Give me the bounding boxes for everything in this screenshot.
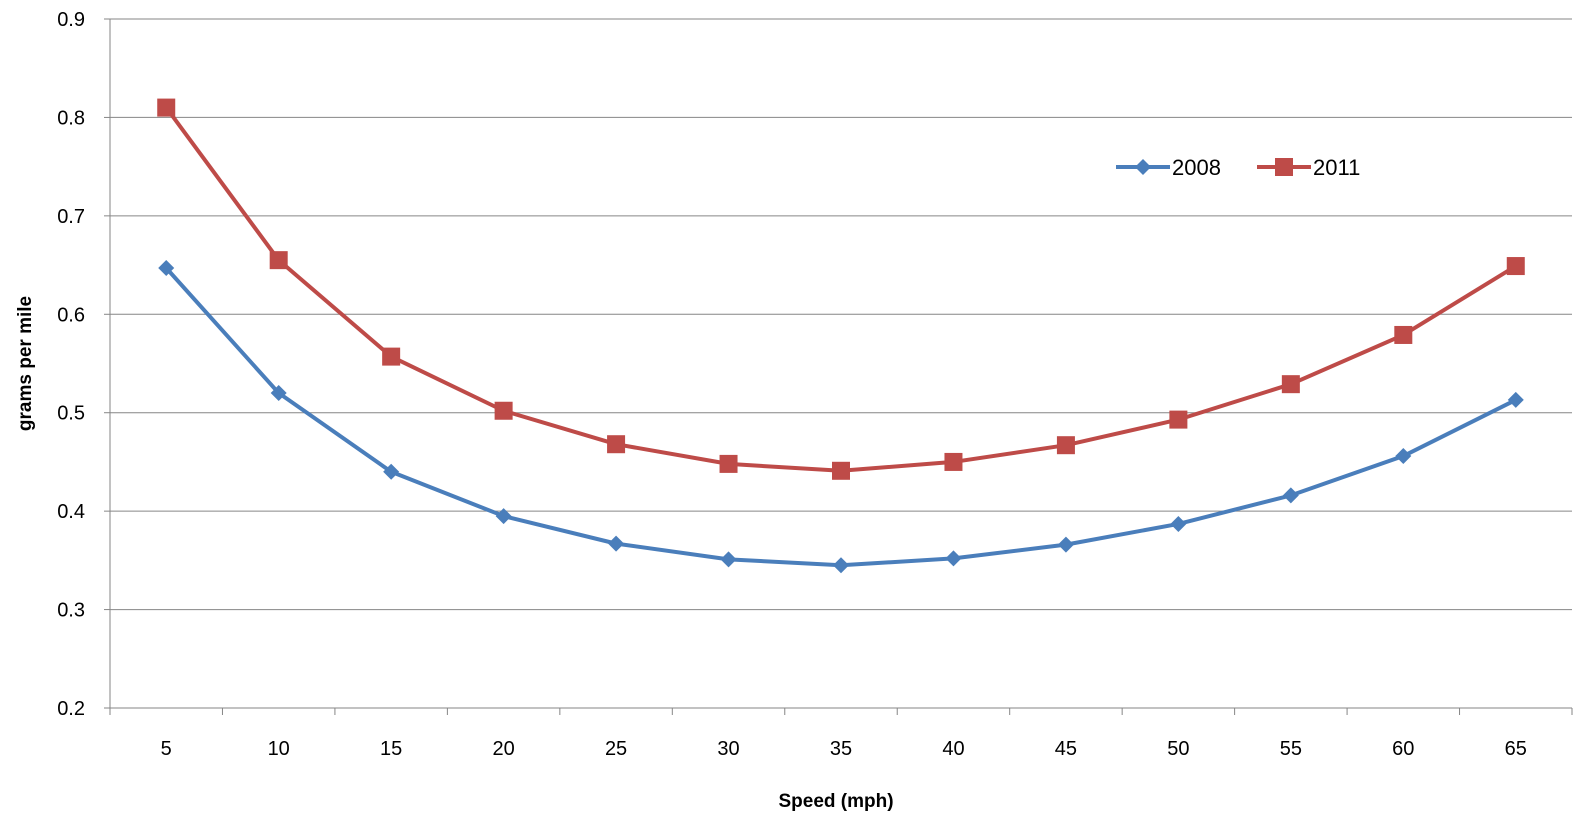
y-tick-label: 0.9 [57,9,85,31]
data-point [1169,410,1188,429]
y-tick-label: 0.6 [57,304,85,326]
x-tick-label: 10 [268,738,290,760]
data-point [944,452,963,471]
data-point [1057,536,1074,553]
legend-label: 2011 [1313,155,1360,180]
legend: 2008 2011 [1116,155,1360,180]
legend-item-2011: 2011 [1257,155,1360,180]
legend-label: 2008 [1172,155,1221,180]
y-tick-label: 0.4 [57,501,85,523]
gridlines [110,18,1572,611]
data-point [1395,448,1412,465]
data-point [1507,391,1524,408]
data-point [945,550,962,567]
data-point [270,385,287,402]
data-point [1281,375,1300,394]
data-point [720,551,737,568]
axes: 0.2 0.3 0.4 0.5 0.6 0.7 0.8 0.9 5 10 15 20 25 30 35 40 4… [57,9,1573,760]
x-tick-label: 65 [1505,738,1527,760]
x-tick-label: 15 [380,738,402,760]
x-tick-label: 30 [717,738,739,760]
data-point [1394,325,1413,344]
data-series [157,98,1525,574]
data-point [1506,257,1525,276]
y-tick-label: 0.8 [57,107,85,129]
y-tick-label: 0.5 [57,403,85,425]
data-point [719,454,738,473]
legend-marker [1275,158,1293,176]
data-point [607,435,626,454]
legend-item-2008: 2008 [1116,155,1221,180]
data-point [158,260,175,277]
x-tick-label: 35 [830,738,852,760]
data-point [495,508,512,525]
x-tick-label: 25 [605,738,627,760]
data-point [382,347,401,366]
data-point [157,98,176,117]
y-tick-label: 0.2 [57,698,85,720]
y-tick-label: 0.7 [57,206,85,228]
data-point [832,461,850,480]
series-line [164,266,1517,568]
legend-marker [1135,159,1151,175]
series-2008 [158,260,1524,574]
x-tick-label: 40 [942,738,964,760]
x-tick-label: 5 [161,738,172,760]
data-point [608,535,625,552]
data-point [269,251,288,270]
data-point [833,557,849,574]
data-point [1056,436,1075,455]
data-point [383,463,400,480]
x-tick-label: 50 [1167,738,1189,760]
y-axis-title: grams per mile [15,296,36,431]
x-tick-label: 60 [1392,738,1414,760]
data-point [494,401,513,420]
x-tick-label: 45 [1055,738,1077,760]
x-tick-label: 55 [1280,738,1302,760]
x-axis-title: Speed (mph) [778,791,893,812]
data-point [1170,515,1187,532]
data-point [1282,487,1299,504]
x-tick-label: 20 [492,738,514,760]
y-tick-label: 0.3 [57,600,85,622]
series-2011 [157,98,1525,480]
